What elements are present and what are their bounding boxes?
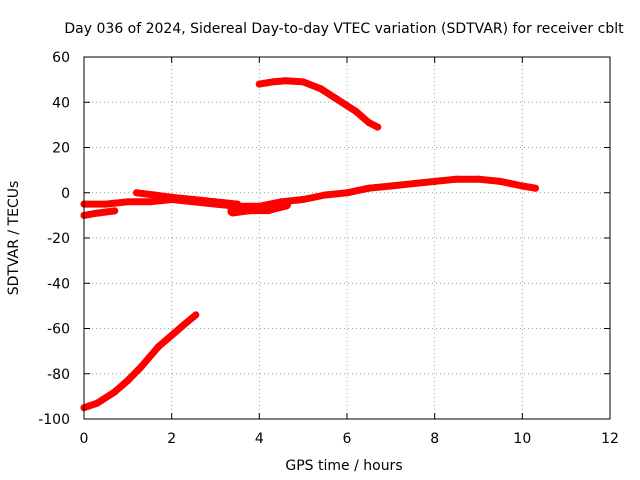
- data-point: [212, 198, 219, 206]
- data-point: [133, 189, 141, 197]
- data-point: [245, 203, 257, 215]
- data-point: [317, 85, 325, 93]
- data-point: [496, 177, 504, 185]
- y-tick-label: -20: [47, 231, 70, 247]
- y-tick-label: -80: [47, 367, 70, 383]
- x-tick-label: 0: [80, 431, 89, 447]
- grid: [84, 57, 610, 419]
- data-point: [124, 198, 132, 206]
- data-point: [190, 196, 198, 204]
- data-point: [137, 363, 145, 371]
- series-arc-wide-band: [227, 198, 292, 217]
- data-point: [518, 182, 526, 190]
- x-tick-label: 6: [343, 431, 352, 447]
- y-tick-label: 60: [52, 50, 70, 66]
- data-point: [280, 198, 292, 210]
- data-point: [168, 331, 176, 339]
- axes-ticks: 0 2 4 6 8 10 12 -100 -80 -60 -40 -20 0 20 40 60: [38, 50, 619, 447]
- x-axis-label: GPS time / hours: [285, 458, 402, 474]
- data-point: [93, 399, 101, 407]
- data-point: [262, 203, 274, 215]
- data-point: [343, 189, 351, 197]
- data-point: [181, 320, 189, 328]
- x-tick-label: 2: [167, 431, 176, 447]
- data-point: [299, 78, 307, 86]
- data-point: [365, 184, 373, 192]
- data-point: [102, 200, 110, 208]
- data-point: [453, 175, 461, 183]
- data-point: [93, 209, 101, 217]
- data-point: [282, 77, 290, 85]
- data-point: [155, 343, 163, 351]
- data-point: [352, 107, 360, 115]
- x-tick-label: 4: [255, 431, 264, 447]
- data-point: [168, 193, 176, 201]
- y-tick-label: 40: [52, 95, 70, 111]
- x-tick-label: 10: [513, 431, 531, 447]
- y-axis-label: SDTVAR / TECUs: [6, 181, 22, 296]
- y-tick-label: -40: [47, 276, 70, 292]
- data-point: [387, 182, 395, 190]
- data-point: [374, 123, 382, 131]
- y-tick-label: -100: [38, 412, 70, 428]
- y-tick-label: 20: [52, 141, 70, 157]
- data-point: [431, 177, 439, 185]
- data-point: [150, 191, 158, 199]
- data-point: [299, 196, 307, 204]
- data-point: [334, 96, 342, 104]
- data-point: [227, 205, 239, 217]
- data-point: [475, 175, 482, 183]
- data-point: [146, 198, 154, 206]
- data-point: [124, 377, 132, 385]
- data-point: [268, 78, 276, 86]
- data-point: [409, 180, 417, 188]
- x-tick-label: 12: [601, 431, 619, 447]
- data-point: [255, 80, 263, 88]
- x-tick-label: 8: [430, 431, 439, 447]
- data-point: [111, 388, 119, 396]
- series-layer: [80, 77, 539, 412]
- data-point: [365, 119, 373, 127]
- y-tick-label: -60: [47, 322, 70, 338]
- data-point: [531, 184, 539, 192]
- data-point: [321, 191, 329, 199]
- data-point: [192, 311, 200, 319]
- y-tick-label: 0: [61, 186, 70, 202]
- data-point: [111, 207, 119, 215]
- series-arc-main: [80, 175, 539, 210]
- chart-title: Day 036 of 2024, Sidereal Day-to-day VTE…: [64, 21, 624, 37]
